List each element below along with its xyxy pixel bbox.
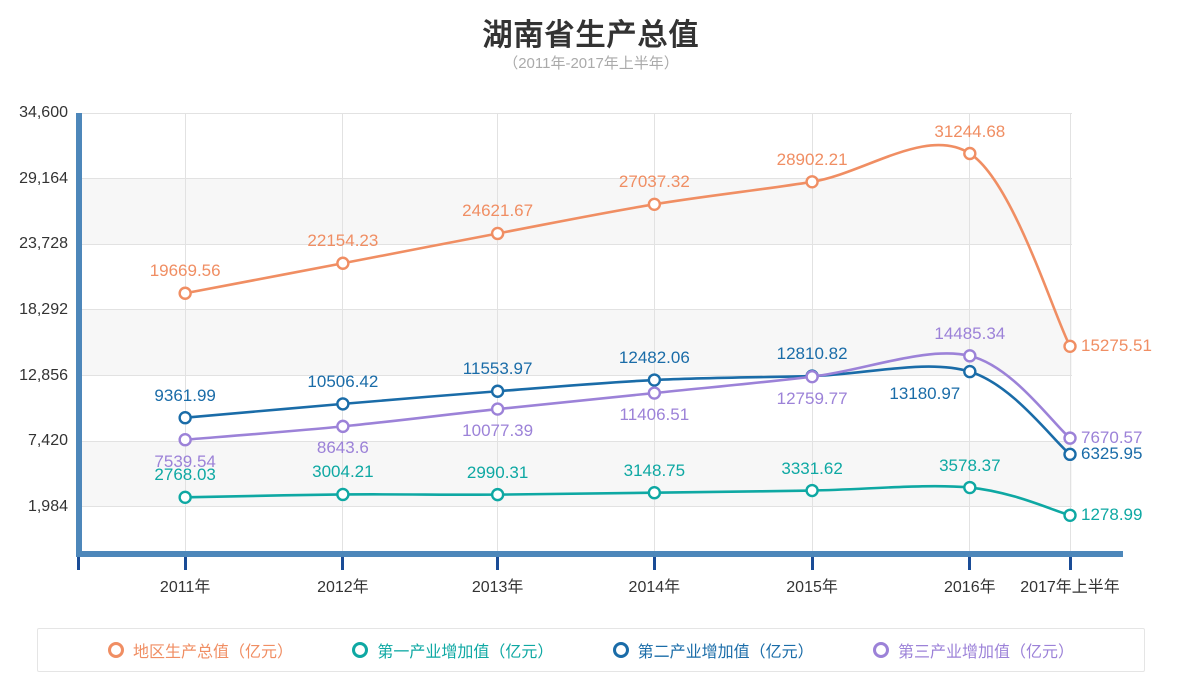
- x-axis-label: 2011年: [159, 579, 211, 596]
- x-axis-tick: [810, 557, 814, 570]
- h-gridline: [80, 112, 1072, 114]
- legend-circle-icon: [872, 642, 889, 658]
- data-label: 11553.97: [462, 359, 533, 379]
- y-axis-label: 12,856: [19, 366, 68, 384]
- x-axis-tick: [341, 557, 345, 570]
- y-axis-label: 18,292: [19, 300, 68, 318]
- data-label: 2990.31: [466, 462, 529, 482]
- x-axis-label: 2015年: [786, 579, 838, 596]
- h-gridline: [80, 309, 1072, 311]
- data-label: 1278.99: [1081, 505, 1143, 525]
- data-label: 3004.21: [312, 462, 374, 482]
- x-axis-label: 2012年: [317, 579, 369, 596]
- legend-item-label: 第二产业增加值（亿元）: [637, 644, 814, 661]
- x-axis-label: 2017年上半年: [1020, 579, 1120, 596]
- data-label: 28902.21: [776, 149, 848, 169]
- data-label: 27037.32: [618, 172, 690, 192]
- v-gridline: [1069, 113, 1071, 551]
- data-label: 12759.77: [776, 388, 848, 408]
- data-label: 3578.37: [939, 455, 1001, 475]
- chart-title: 湖南省生产总值: [482, 19, 700, 52]
- legend-circle-icon: [352, 642, 369, 658]
- v-gridline: [497, 113, 499, 551]
- legend-item-label: 地区生产总值（亿元）: [133, 644, 294, 661]
- legend-item-label: 第三产业增加值（亿元）: [897, 644, 1074, 661]
- v-gridline: [811, 113, 813, 551]
- data-label: 2768.03: [154, 465, 216, 485]
- data-label: 6325.95: [1081, 444, 1143, 464]
- legend-circle-icon: [108, 642, 124, 658]
- x-axis-line: [76, 551, 1123, 557]
- data-label: 19669.56: [149, 261, 221, 281]
- v-gridline: [342, 113, 344, 551]
- data-label: 15275.51: [1081, 336, 1152, 356]
- x-axis-origin-tick: [77, 557, 80, 570]
- chart-subtitle: （2011年-2017年上半年）: [503, 55, 679, 72]
- legend-item-3[interactable]: 第三产业增加值（亿元）: [872, 638, 1074, 662]
- x-axis-label: 2013年: [471, 579, 524, 596]
- x-axis-tick: [968, 557, 972, 570]
- data-label: 11406.51: [619, 405, 690, 425]
- data-label: 10506.42: [307, 371, 379, 391]
- data-label: 14485.34: [934, 323, 1006, 343]
- data-label: 3331.62: [781, 458, 843, 478]
- legend: 地区生产总值（亿元） 第一产业增加值（亿元） 第二产业增加值（亿元） 第三产业增加值（…: [37, 628, 1145, 672]
- data-label: 9361.99: [154, 385, 216, 405]
- y-axis-label: 7,420: [27, 432, 68, 450]
- y-axis-line: [76, 113, 82, 557]
- legend-item-label: 第一产业增加值（亿元）: [377, 644, 554, 661]
- data-label: 12482.06: [618, 348, 690, 368]
- data-label: 3148.75: [623, 460, 686, 480]
- x-axis-label: 2014年: [628, 579, 681, 596]
- legend-item-1[interactable]: 第一产业增加值（亿元）: [352, 638, 553, 662]
- h-gridline: [80, 243, 1072, 245]
- x-axis-label: 2016年: [944, 579, 996, 596]
- x-axis-tick: [652, 557, 656, 570]
- data-label: 22154.23: [307, 231, 379, 251]
- data-label: 24621.67: [462, 201, 534, 221]
- data-label: 13180.97: [889, 383, 961, 403]
- data-label: 31244.68: [934, 121, 1006, 141]
- data-label: 10077.39: [462, 421, 534, 441]
- y-axis-label: 34,600: [19, 104, 68, 121]
- data-label: 8643.6: [316, 438, 369, 458]
- legend-item-0[interactable]: 地区生产总值（亿元）: [108, 638, 293, 662]
- y-axis-label: 23,728: [19, 235, 68, 253]
- data-label: 12810.82: [776, 344, 848, 364]
- y-axis-label: 1,984: [27, 497, 68, 515]
- data-label: 7539.54: [154, 451, 216, 471]
- x-axis-tick: [1068, 557, 1072, 570]
- h-gridline: [80, 506, 1072, 508]
- x-axis-tick: [496, 557, 500, 570]
- legend-circle-icon: [612, 642, 629, 658]
- data-label: 7670.57: [1081, 428, 1143, 448]
- y-axis-label: 29,164: [19, 169, 68, 187]
- legend-item-2[interactable]: 第二产业增加值（亿元）: [612, 638, 814, 662]
- x-axis-tick: [183, 557, 187, 570]
